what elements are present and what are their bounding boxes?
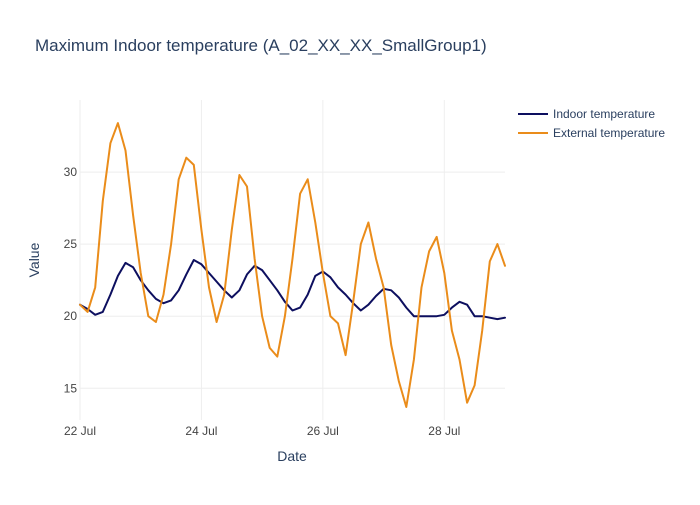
y-axis-title: Value [26, 242, 42, 277]
x-tick-labels: 22 Jul 24 Jul 26 Jul 28 Jul [64, 424, 460, 438]
x-tick-label: 28 Jul [428, 424, 460, 438]
y-tick-labels: 15 20 25 30 [64, 165, 78, 395]
y-tick-label: 20 [64, 309, 78, 323]
x-tick-label: 26 Jul [307, 424, 339, 438]
x-tick-label: 22 Jul [64, 424, 96, 438]
y-tick-label: 30 [64, 165, 78, 179]
y-tick-label: 15 [64, 381, 78, 395]
legend: Indoor temperature External temperature [518, 107, 665, 140]
legend-label: Indoor temperature [553, 107, 655, 121]
series-line-indoor-temperature [79, 259, 506, 321]
series-line-external-temperature [79, 122, 506, 408]
grid-layer [79, 100, 505, 420]
chart-title: Maximum Indoor temperature (A_02_XX_XX_S… [35, 36, 487, 55]
x-tick-label: 24 Jul [185, 424, 217, 438]
legend-label: External temperature [553, 126, 665, 140]
series-layer [79, 122, 506, 408]
x-axis-title: Date [277, 448, 307, 464]
y-tick-label: 25 [64, 237, 78, 251]
